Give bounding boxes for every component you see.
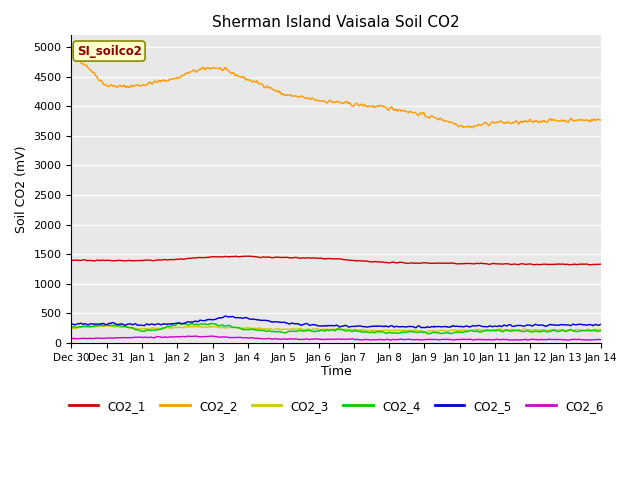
Title: Sherman Island Vaisala Soil CO2: Sherman Island Vaisala Soil CO2 (212, 15, 460, 30)
Legend: CO2_1, CO2_2, CO2_3, CO2_4, CO2_5, CO2_6: CO2_1, CO2_2, CO2_3, CO2_4, CO2_5, CO2_6 (64, 395, 608, 417)
Y-axis label: Soil CO2 (mV): Soil CO2 (mV) (15, 145, 28, 233)
X-axis label: Time: Time (321, 365, 351, 378)
Text: SI_soilco2: SI_soilco2 (77, 45, 141, 58)
